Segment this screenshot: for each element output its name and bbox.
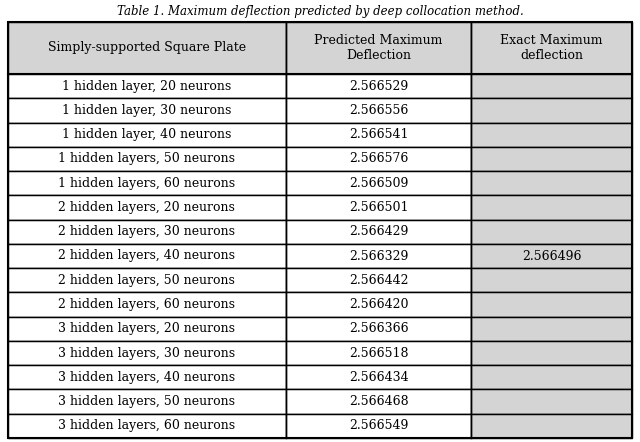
Text: 3 hidden layers, 20 neurons: 3 hidden layers, 20 neurons <box>58 322 236 335</box>
Bar <box>471 22 632 74</box>
Bar <box>471 122 632 147</box>
Bar <box>471 389 632 414</box>
Text: Table 1. Maximum deflection predicted by deep collocation method.: Table 1. Maximum deflection predicted by… <box>116 5 524 18</box>
Text: 2 hidden layers, 50 neurons: 2 hidden layers, 50 neurons <box>58 274 236 287</box>
Bar <box>286 316 471 341</box>
Bar <box>286 122 471 147</box>
Bar <box>8 414 286 438</box>
Bar <box>8 244 286 268</box>
Bar <box>8 171 286 195</box>
Bar <box>8 365 286 389</box>
Text: 2.566434: 2.566434 <box>349 371 408 384</box>
Text: 2.566556: 2.566556 <box>349 104 408 117</box>
Text: 1 hidden layer, 30 neurons: 1 hidden layer, 30 neurons <box>62 104 232 117</box>
Bar <box>286 389 471 414</box>
Text: 2.566442: 2.566442 <box>349 274 408 287</box>
Bar <box>471 365 632 389</box>
Bar <box>471 341 632 365</box>
Bar <box>286 98 471 122</box>
Bar <box>8 22 286 74</box>
Bar <box>8 268 286 293</box>
Bar <box>8 74 286 98</box>
Bar <box>286 22 471 74</box>
Bar <box>286 74 471 98</box>
Text: 2 hidden layers, 20 neurons: 2 hidden layers, 20 neurons <box>58 201 236 214</box>
Text: Exact Maximum
deflection: Exact Maximum deflection <box>500 34 603 62</box>
Text: 2.566501: 2.566501 <box>349 201 408 214</box>
Text: 1 hidden layer, 20 neurons: 1 hidden layer, 20 neurons <box>62 80 232 93</box>
Bar <box>286 268 471 293</box>
Bar <box>8 316 286 341</box>
Bar <box>286 365 471 389</box>
Bar <box>286 195 471 220</box>
Text: 1 hidden layers, 60 neurons: 1 hidden layers, 60 neurons <box>58 177 236 190</box>
Text: 2.566529: 2.566529 <box>349 80 408 93</box>
Text: 2 hidden layers, 40 neurons: 2 hidden layers, 40 neurons <box>58 249 236 263</box>
Bar <box>471 147 632 171</box>
Text: 2.566509: 2.566509 <box>349 177 408 190</box>
Text: 2.566468: 2.566468 <box>349 395 408 408</box>
Text: 2.566576: 2.566576 <box>349 152 408 165</box>
Text: 2.566549: 2.566549 <box>349 419 408 432</box>
Bar <box>286 414 471 438</box>
Text: 3 hidden layers, 60 neurons: 3 hidden layers, 60 neurons <box>58 419 236 432</box>
Bar <box>8 147 286 171</box>
Bar <box>286 171 471 195</box>
Bar <box>286 220 471 244</box>
Bar <box>471 74 632 98</box>
Text: 2.566518: 2.566518 <box>349 347 408 359</box>
Bar <box>8 341 286 365</box>
Bar <box>8 293 286 316</box>
Text: 2.566541: 2.566541 <box>349 128 408 141</box>
Text: 2.566496: 2.566496 <box>522 249 581 263</box>
Bar <box>471 268 632 293</box>
Bar <box>8 389 286 414</box>
Text: 2.566366: 2.566366 <box>349 322 408 335</box>
Bar <box>286 244 471 268</box>
Bar <box>286 341 471 365</box>
Text: 2 hidden layers, 30 neurons: 2 hidden layers, 30 neurons <box>58 225 236 238</box>
Bar <box>471 220 632 244</box>
Text: Simply-supported Square Plate: Simply-supported Square Plate <box>48 42 246 54</box>
Text: 3 hidden layers, 50 neurons: 3 hidden layers, 50 neurons <box>58 395 236 408</box>
Text: 3 hidden layers, 40 neurons: 3 hidden layers, 40 neurons <box>58 371 236 384</box>
Bar <box>471 414 632 438</box>
Bar <box>471 293 632 316</box>
Bar <box>8 98 286 122</box>
Bar <box>8 220 286 244</box>
Text: 1 hidden layer, 40 neurons: 1 hidden layer, 40 neurons <box>62 128 232 141</box>
Text: 3 hidden layers, 30 neurons: 3 hidden layers, 30 neurons <box>58 347 236 359</box>
Text: 2.566420: 2.566420 <box>349 298 408 311</box>
Bar <box>286 147 471 171</box>
Bar <box>286 293 471 316</box>
Text: 2.566329: 2.566329 <box>349 249 408 263</box>
Bar <box>471 244 632 268</box>
Bar <box>8 195 286 220</box>
Bar <box>471 98 632 122</box>
Text: 1 hidden layers, 50 neurons: 1 hidden layers, 50 neurons <box>58 152 236 165</box>
Text: 2.566429: 2.566429 <box>349 225 408 238</box>
Text: Predicted Maximum
Deflection: Predicted Maximum Deflection <box>314 34 443 62</box>
Bar <box>8 122 286 147</box>
Bar <box>471 195 632 220</box>
Text: 2 hidden layers, 60 neurons: 2 hidden layers, 60 neurons <box>58 298 236 311</box>
Bar <box>471 316 632 341</box>
Bar <box>471 171 632 195</box>
